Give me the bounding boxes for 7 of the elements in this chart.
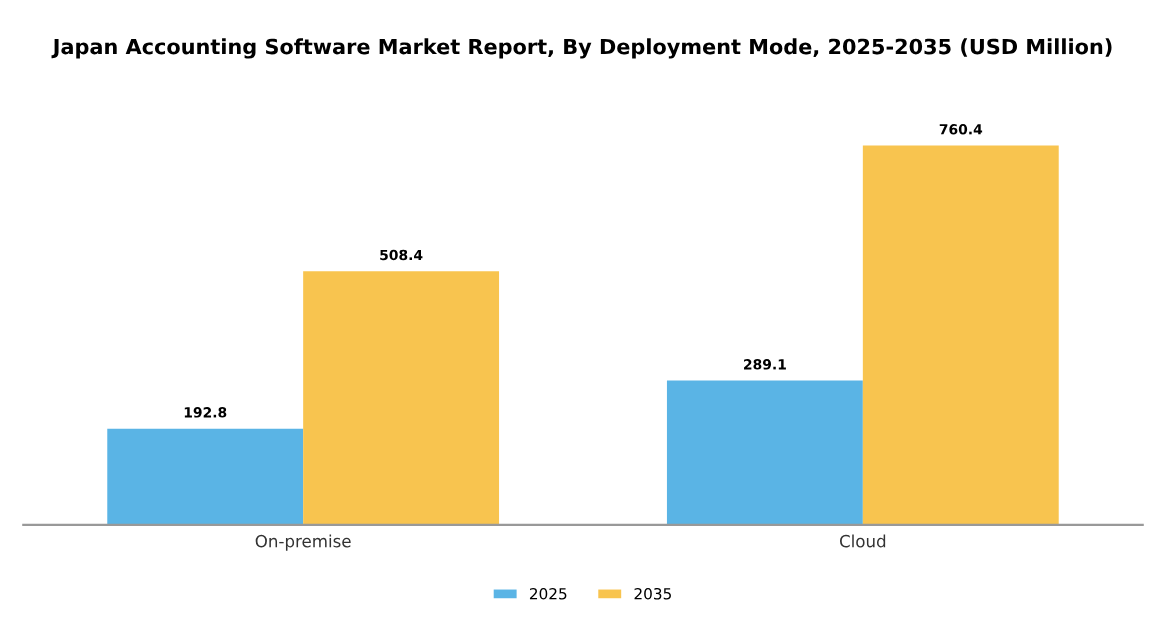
bar xyxy=(107,428,304,525)
bar xyxy=(303,271,500,525)
chart-title: Japan Accounting Software Market Report, By Deployment Mode, 2025-2035 (USD Million) xyxy=(51,38,1112,59)
x-tick-label: Cloud xyxy=(839,534,886,548)
bar xyxy=(862,145,1059,525)
bar xyxy=(666,380,863,525)
x-tick-label: On-premise xyxy=(255,534,351,551)
